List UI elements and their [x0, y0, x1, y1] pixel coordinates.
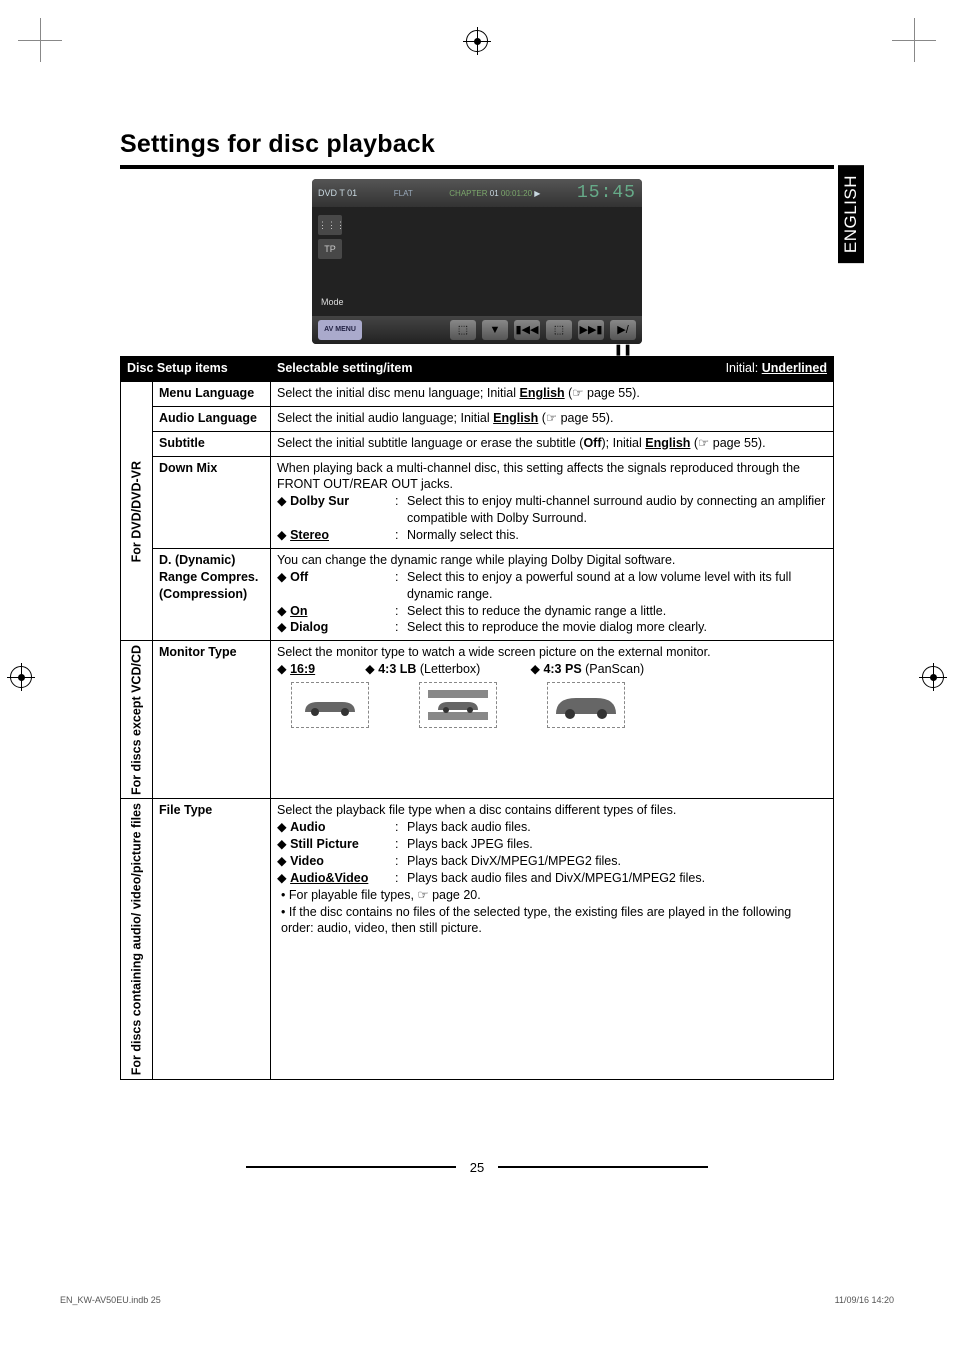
title-rule: [120, 165, 834, 169]
scr-side-btn: ⋮⋮⋮: [318, 215, 342, 235]
setup-description: Select the initial audio language; Initi…: [271, 406, 834, 431]
setup-item: D. (Dynamic) Range Compres. (Compression…: [153, 548, 271, 640]
monitor-panscan-icon: [547, 682, 625, 728]
scr-side-buttons: ⋮⋮⋮ TP Mode: [318, 215, 344, 307]
scr-mode-label: Mode: [321, 297, 344, 307]
scr-bottom-bar: AV MENU ⬚ ▼ ▮◀◀ ⬚ ▶▶▮ ▶/❚❚: [312, 316, 642, 344]
setup-item: Down Mix: [153, 456, 271, 548]
setup-item: Audio Language: [153, 406, 271, 431]
setup-description: Select the initial disc menu language; I…: [271, 381, 834, 406]
scr-btn: ⬚: [546, 320, 572, 340]
disc-setup-table: Disc Setup items Selectable setting/item…: [120, 356, 834, 1080]
scr-btn: ▶/❚❚: [610, 320, 636, 340]
scr-btn: ▼: [482, 320, 508, 340]
setup-description: When playing back a multi-channel disc, …: [271, 456, 834, 548]
setup-item: Menu Language: [153, 381, 271, 406]
monitor-16-9-icon: [291, 682, 369, 728]
group-label: For DVD/DVD-VR: [121, 381, 153, 640]
scr-source: DVD T 01: [318, 188, 357, 198]
setup-description: You can change the dynamic range while p…: [271, 548, 834, 640]
print-meta: EN_KW-AV50EU.indb 25 11/09/16 14:20: [0, 1235, 954, 1305]
player-screenshot: DVD T 01 FLAT CHAPTER 01 00:01:20 ▶ 15:4…: [312, 179, 642, 344]
scr-btn: ⬚: [450, 320, 476, 340]
page-title: Settings for disc playback: [120, 130, 834, 159]
scr-chapter: CHAPTER 01 00:01:20 ▶: [449, 189, 540, 198]
setup-item: File Type: [153, 799, 271, 1079]
group-label: For discs containing audio/ video/pictur…: [121, 799, 153, 1079]
setup-item: Monitor Type: [153, 641, 271, 799]
th-disc-setup: Disc Setup items: [121, 357, 271, 382]
page-footer: 25: [120, 1160, 834, 1175]
language-tab: ENGLISH: [838, 165, 864, 263]
setup-item: Subtitle: [153, 431, 271, 456]
scr-btn: ▶▶▮: [578, 320, 604, 340]
page-number: 25: [470, 1160, 484, 1175]
scr-btn: ▮◀◀: [514, 320, 540, 340]
scr-side-btn: TP: [318, 239, 342, 259]
th-selectable: Selectable setting/item Initial: Underli…: [271, 357, 834, 382]
setup-description: Select the monitor type to watch a wide …: [271, 641, 834, 799]
setup-description: Select the playback file type when a dis…: [271, 799, 834, 1079]
scr-flat: FLAT: [394, 189, 413, 198]
scr-clock: 15:45: [577, 183, 636, 203]
monitor-letterbox-icon: [419, 682, 497, 728]
group-label: For discs except VCD/CD: [121, 641, 153, 799]
av-menu-button: AV MENU: [318, 320, 362, 340]
setup-description: Select the initial subtitle language or …: [271, 431, 834, 456]
